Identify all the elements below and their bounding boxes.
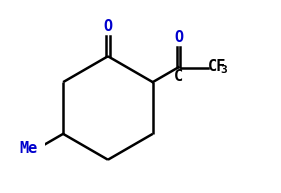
Text: Me: Me	[20, 141, 38, 156]
Text: 3: 3	[220, 65, 227, 75]
Text: C: C	[174, 69, 183, 84]
Text: CF: CF	[208, 59, 226, 74]
Text: O: O	[103, 19, 112, 34]
Text: O: O	[174, 30, 183, 45]
